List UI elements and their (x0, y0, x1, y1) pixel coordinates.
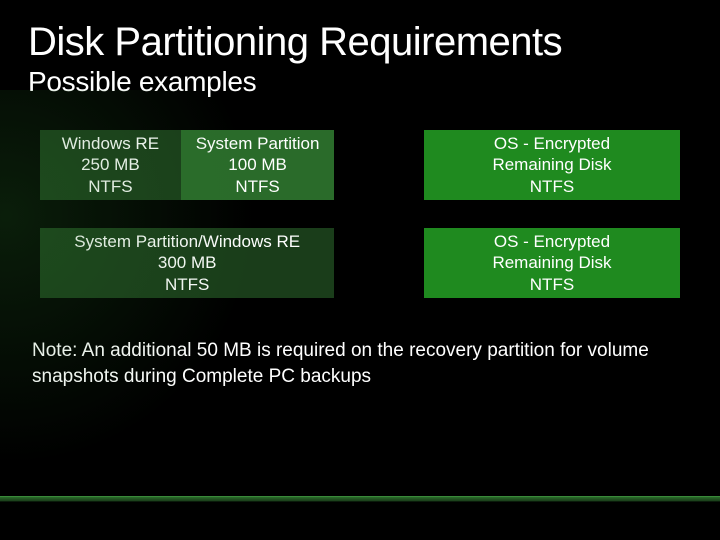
partition-fs: NTFS (530, 176, 574, 197)
partition-label: System Partition/Windows RE (74, 231, 300, 252)
partition-size: 250 MB (81, 154, 140, 175)
partition-label: Windows RE (62, 133, 159, 154)
bottom-divider (0, 496, 720, 502)
partition-gap (334, 130, 424, 200)
partition-label: OS - Encrypted (494, 231, 610, 252)
partition-block: Windows RE 250 MB NTFS (40, 130, 181, 200)
partition-block: System Partition 100 MB NTFS (181, 130, 335, 200)
partition-block: OS - Encrypted Remaining Disk NTFS (424, 130, 680, 200)
footnote: Note: An additional 50 MB is required on… (32, 338, 692, 389)
partition-fs: NTFS (235, 176, 279, 197)
partition-size: 100 MB (228, 154, 287, 175)
partition-fs: NTFS (530, 274, 574, 295)
slide-title: Disk Partitioning Requirements (28, 20, 692, 64)
partition-fs: NTFS (88, 176, 132, 197)
partition-label: OS - Encrypted (494, 133, 610, 154)
partition-block: System Partition/Windows RE 300 MB NTFS (40, 228, 334, 298)
slide-subtitle: Possible examples (28, 66, 692, 98)
partition-label: System Partition (196, 133, 320, 154)
partition-fs: NTFS (165, 274, 209, 295)
partition-size: 300 MB (158, 252, 217, 273)
partition-block: OS - Encrypted Remaining Disk NTFS (424, 228, 680, 298)
partition-row: System Partition/Windows RE 300 MB NTFS … (40, 228, 680, 298)
partition-size: Remaining Disk (492, 154, 611, 175)
partition-gap (334, 228, 424, 298)
slide: Disk Partitioning Requirements Possible … (0, 0, 720, 540)
partition-row: Windows RE 250 MB NTFS System Partition … (40, 130, 680, 200)
partition-size: Remaining Disk (492, 252, 611, 273)
partition-diagram: Windows RE 250 MB NTFS System Partition … (28, 130, 692, 298)
